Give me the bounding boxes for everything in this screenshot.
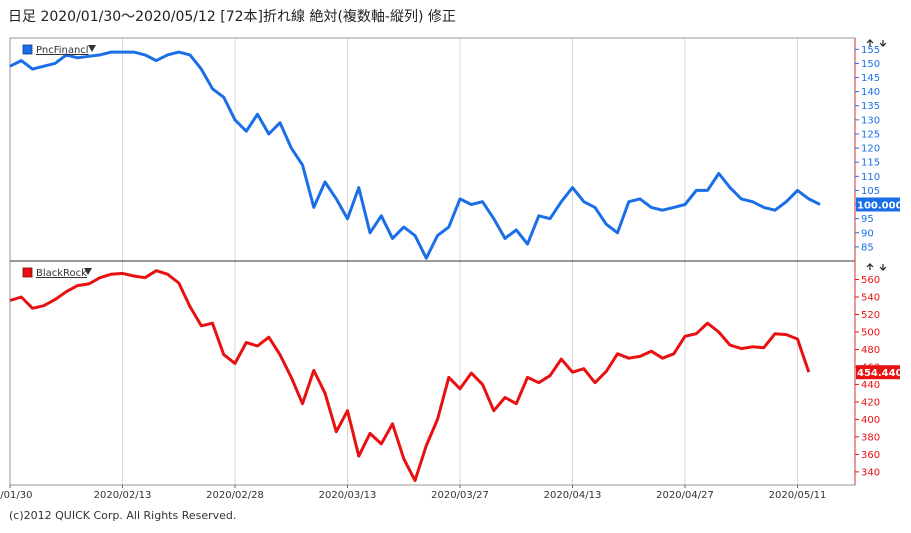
series-line-blackrock [9,269,811,483]
x-tick-label: 2020/04/27 [656,490,714,501]
y-tick-label: 150 [861,59,880,70]
last-value-pncfinancl: 100.0000 [857,201,910,212]
last-value-blackrock: 454.4400 [857,368,910,379]
y-tick-label: 560 [861,275,880,286]
y-tick-label: 500 [861,327,880,338]
y-tick-label: 115 [861,158,880,169]
y-tick-label: 480 [861,345,880,356]
panel-resize-icons-top[interactable] [866,39,887,47]
y-tick-label: 380 [861,432,880,443]
y-tick-label: 420 [861,397,880,408]
arrow-down-icon[interactable] [879,40,887,47]
y-tick-label: 440 [861,380,880,391]
y-tick-label: 130 [861,115,880,126]
y-tick-label: 340 [861,467,880,478]
y-axis-layer: 8590951001051101151201251301351401451501… [855,45,880,478]
arrow-down-icon[interactable] [879,264,887,271]
chart-title: 日足 2020/01/30〜2020/05/12 [72本]折れ線 絶対(複数軸… [8,9,456,25]
y-tick-label: 520 [861,310,880,321]
legend-blackrock[interactable]: BlackRock [22,267,92,279]
y-tick-label: 140 [861,87,880,98]
x-tick-label: 2020/03/13 [319,490,377,501]
y-tick-label: 145 [861,73,880,84]
chevron-down-icon[interactable] [88,45,96,52]
y-tick-label: 85 [861,242,874,253]
legend-swatch-pncfinancl [22,44,33,55]
y-tick-label: 90 [861,228,874,239]
legend-label-pncfinancl[interactable]: PncFinancl [36,45,89,56]
legend-swatch-blackrock [22,267,33,278]
last-value-flag-blackrock: 454.4400 [856,365,910,380]
last-value-flag-pncfinancl: 100.0000 [856,197,910,212]
lines-layer [9,50,821,483]
legend-pncfinancl[interactable]: PncFinancl [22,44,96,56]
y-tick-label: 155 [861,45,880,56]
panel-resize-icons-bottom[interactable] [866,263,887,271]
series-line-pncfinancl [9,50,821,260]
last-value-flag-bg [856,365,900,380]
y-tick-label: 135 [861,101,880,112]
y-tick-label: 105 [861,186,880,197]
copyright-text: (c)2012 QUICK Corp. All Rights Reserved. [9,509,237,522]
x-tick-label: 2020/03/27 [431,490,489,501]
y-tick-label: 540 [861,292,880,303]
x-tick-label: 2020/05/11 [769,490,827,501]
arrow-up-icon[interactable] [866,263,874,270]
x-tick-label: 2020/02/13 [94,490,152,501]
x-tick-label: 20/01/30 [0,490,32,501]
chevron-down-icon[interactable] [84,268,92,275]
y-tick-label: 110 [861,172,880,183]
arrow-up-icon[interactable] [866,39,874,46]
y-tick-label: 120 [861,144,880,155]
last-value-flag-bg [856,197,900,212]
x-tick-label: 2020/02/28 [206,490,264,501]
y-tick-label: 95 [861,214,874,225]
x-axis-layer: 20/01/30 2020/02/13 2020/02/28 2020/03/13 20… [0,485,826,501]
y-tick-label: 360 [861,450,880,461]
x-tick-label: 2020/04/13 [544,490,602,501]
y-tick-label: 400 [861,415,880,426]
y-tick-label: 125 [861,129,880,140]
legend-label-blackrock[interactable]: BlackRock [36,268,87,279]
